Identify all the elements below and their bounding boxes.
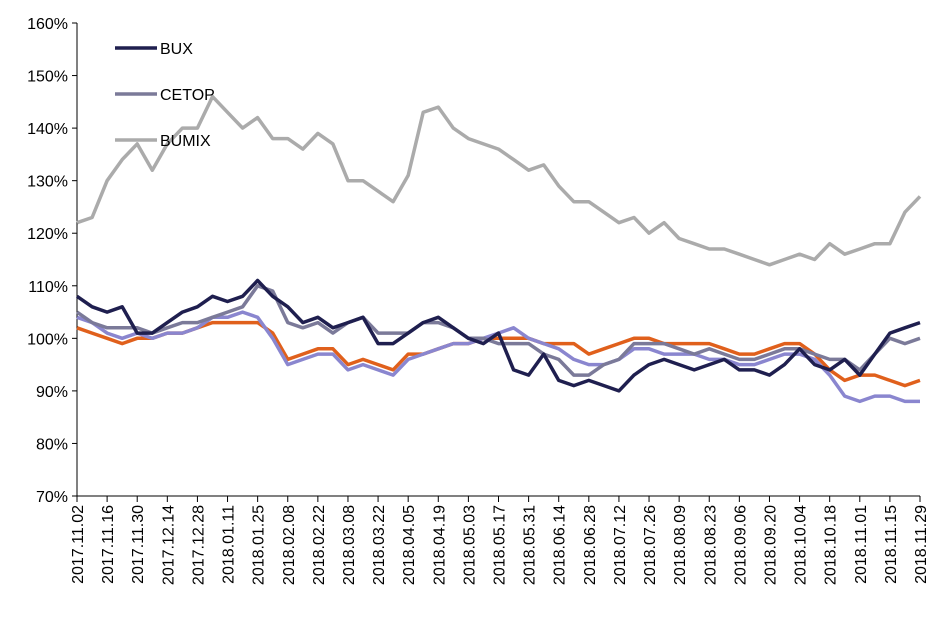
y-tick-label: 80% [36, 436, 68, 453]
legend-label: CETOP [160, 87, 215, 104]
series-line [76, 284, 921, 377]
x-tick-label: 2017.11.16 [100, 505, 117, 584]
x-tick-label: 2018.10.18 [823, 505, 840, 585]
legend-label: BUMIX [160, 133, 211, 150]
x-tick-label: 2018.08.09 [672, 505, 689, 585]
x-tick-label: 2018.05.17 [492, 505, 509, 585]
y-tick-label: 90% [36, 384, 68, 401]
x-tick-label: 2018.03.22 [371, 505, 388, 585]
y-tick-label: 120% [27, 226, 68, 243]
y-tick-label: 70% [36, 489, 68, 506]
x-tick-label: 2018.01.25 [251, 505, 268, 585]
x-tick-label: 2018.09.06 [732, 505, 749, 585]
series-line [76, 320, 921, 388]
y-tick-label: 160% [27, 16, 68, 33]
x-tick-label: 2018.05.31 [522, 505, 539, 585]
x-tick-label: 2018.09.20 [762, 505, 779, 585]
x-tick-label: 2018.01.11 [221, 505, 238, 584]
series-line [76, 94, 922, 267]
x-tick-label: 2017.11.02 [70, 505, 87, 584]
x-tick-label: 2018.10.04 [793, 505, 810, 585]
y-tick-label: 150% [27, 69, 68, 86]
x-tick-label: 2018.02.22 [311, 505, 328, 585]
x-tick-label: 2018.11.01 [853, 505, 870, 584]
x-tick-label: 2018.08.23 [702, 505, 719, 585]
x-tick-label: 2017.12.28 [190, 505, 207, 585]
x-tick-label: 2018.07.26 [642, 505, 659, 585]
y-tick-label: 130% [27, 174, 68, 191]
legend-label: BUX [160, 41, 193, 58]
x-tick-label: 2018.04.05 [401, 505, 418, 585]
x-tick-label: 2018.11.15 [883, 505, 900, 584]
x-tick-label: 2018.11.29 [913, 505, 930, 584]
y-tick-label: 100% [27, 331, 68, 348]
x-tick-label: 2017.11.30 [130, 505, 147, 584]
y-tick-label: 110% [28, 279, 68, 296]
x-tick-label: 2018.05.03 [461, 505, 478, 585]
y-tick-label: 140% [27, 121, 68, 138]
x-tick-label: 2018.04.19 [431, 505, 448, 585]
x-tick-label: 2017.12.14 [160, 505, 177, 585]
x-tick-label: 2018.06.14 [552, 505, 569, 585]
x-tick-label: 2018.07.12 [612, 505, 629, 585]
x-tick-label: 2018.06.28 [582, 505, 599, 585]
x-tick-label: 2018.02.08 [281, 505, 298, 585]
series-line [76, 278, 921, 393]
x-tick-label: 2018.03.08 [341, 505, 358, 585]
